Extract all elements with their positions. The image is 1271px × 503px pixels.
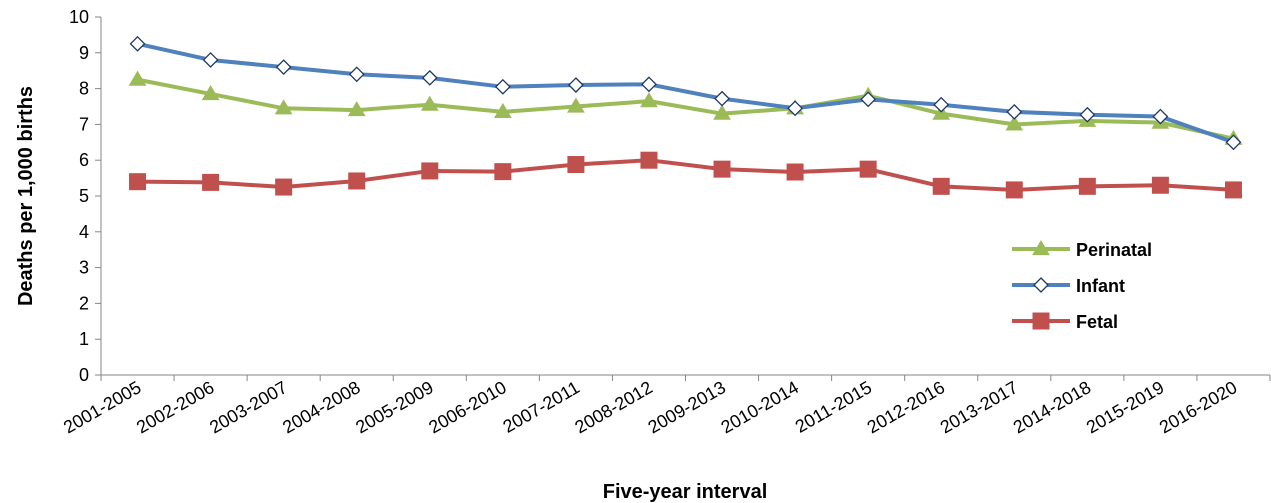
perinatal-point [274, 99, 293, 115]
legend-label: Perinatal [1076, 240, 1152, 260]
x-tick-label: 2008-2012 [571, 377, 656, 437]
y-tick-label: 8 [79, 79, 89, 99]
x-tick-label: 2010-2014 [718, 377, 803, 437]
y-tick-label: 2 [79, 293, 89, 313]
legend-swatch-marker [1033, 277, 1049, 293]
fetal-point [859, 160, 877, 178]
infant-point [714, 90, 730, 107]
x-tick-label: 2012-2016 [864, 377, 949, 437]
legend: Perinatal Infant Fetal [1012, 240, 1152, 332]
x-tick-label: 2015-2019 [1083, 377, 1168, 437]
infant-point [1152, 108, 1169, 125]
x-tick-label: 2006-2010 [425, 377, 510, 437]
perinatal-point [567, 97, 585, 113]
fetal-point [494, 163, 512, 181]
x-tick-label: 2003-2007 [206, 377, 291, 437]
perinatal-point [347, 101, 366, 117]
axes: 0123456789102001-20052002-20062003-20072… [60, 7, 1271, 438]
fetal-point [275, 178, 293, 196]
fetal-point [1078, 177, 1096, 195]
fetal-point [348, 172, 366, 190]
legend-item-fetal: Fetal [1012, 312, 1118, 332]
perinatal-point [128, 70, 147, 86]
perinatal-point [1005, 115, 1024, 131]
fetal-point [1005, 181, 1023, 199]
x-tick-label: 2001-2005 [60, 377, 145, 437]
fetal-point [202, 173, 220, 191]
x-tick-label: 2004-2008 [279, 377, 364, 437]
perinatal-line [137, 77, 1234, 141]
infant-point [494, 78, 511, 95]
y-tick-label: 5 [79, 186, 89, 206]
perinatal-point [640, 92, 658, 108]
infant-point [1006, 103, 1023, 120]
legend-swatch-marker [1032, 312, 1050, 330]
x-tick-label: 2011-2015 [792, 377, 875, 437]
fetal-point [713, 160, 731, 178]
x-tick-label: 2002-2006 [133, 377, 218, 437]
infant-point [860, 91, 877, 108]
y-tick-label: 7 [79, 114, 89, 134]
fetal-line [137, 158, 1234, 192]
infant-point [567, 77, 584, 93]
x-tick-label: 2013-2017 [937, 377, 1022, 437]
y-tick-label: 3 [79, 258, 89, 278]
y-tick-label: 9 [79, 43, 89, 63]
fetal-point [129, 173, 147, 191]
y-tick-label: 4 [79, 222, 89, 242]
x-tick-label: 2007-2011 [500, 377, 583, 437]
infant-point [202, 52, 219, 68]
perinatal-point [420, 95, 439, 111]
infant-point [1079, 106, 1096, 123]
infant-point [421, 69, 438, 86]
series-perinatal [128, 70, 1243, 145]
legend-item-perinatal: Perinatal [1012, 240, 1152, 260]
perinatal-point [713, 104, 731, 120]
infant-line [137, 41, 1235, 145]
series-fetal [129, 151, 1242, 199]
fetal-point [1224, 181, 1242, 199]
y-tick-label: 6 [79, 150, 89, 170]
x-tick-label: 2014-2018 [1010, 377, 1095, 437]
series-layer [128, 35, 1243, 199]
legend-label: Infant [1076, 276, 1125, 296]
perinatal-point [201, 84, 220, 101]
infant-point [787, 100, 804, 117]
infant-point [275, 59, 292, 76]
infant-point [641, 76, 657, 93]
perinatal-point [493, 102, 512, 118]
y-tick-label: 10 [69, 7, 89, 27]
fetal-point [421, 162, 439, 180]
y-tick-label: 1 [79, 329, 89, 349]
fetal-point [932, 177, 950, 195]
x-tick-label: 2016-2020 [1156, 377, 1241, 437]
legend-item-infant: Infant [1012, 276, 1125, 296]
infant-point [129, 35, 146, 52]
y-axis-title: Deaths per 1,000 births [15, 86, 37, 306]
fetal-point [1151, 176, 1169, 194]
fetal-point [640, 151, 658, 169]
infant-point [933, 96, 950, 113]
legend-swatch-marker [1032, 240, 1050, 256]
series-infant [129, 35, 1242, 151]
x-axis-title: Five-year interval [603, 481, 768, 503]
x-tick-label: 2009-2013 [644, 377, 729, 437]
fetal-point [567, 155, 585, 173]
fetal-point [786, 163, 804, 181]
legend-label: Fetal [1076, 312, 1118, 332]
infant-point [348, 66, 365, 83]
y-tick-label: 0 [79, 365, 89, 385]
infant-point [1225, 134, 1242, 151]
x-tick-label: 2005-2009 [352, 377, 437, 437]
